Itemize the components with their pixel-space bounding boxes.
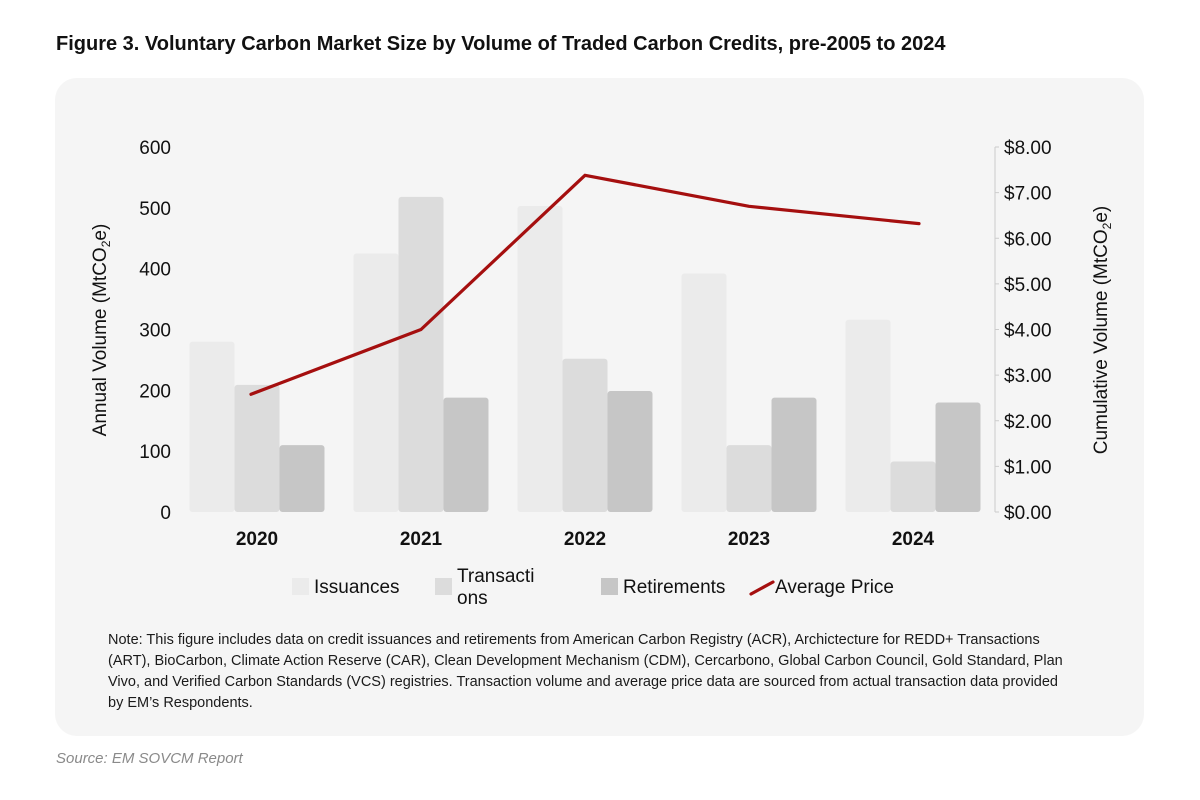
y-tick-label: 400 — [139, 260, 171, 281]
left-axis: 0 100 200 300 400 500 600 — [139, 138, 171, 524]
legend-average-price-label: Average Price — [775, 577, 894, 598]
legend-average-price-swatch — [749, 580, 775, 596]
y2-tick-label: $1.00 — [1004, 457, 1052, 478]
y2-tick-label: $4.00 — [1004, 321, 1052, 342]
transactions-bar — [890, 461, 936, 512]
transactions-bar — [234, 384, 280, 512]
x-axis-ticks: 2020 2021 2022 2023 2024 — [236, 529, 935, 550]
y-tick-label: 500 — [139, 199, 171, 220]
y2-tick-label: $3.00 — [1004, 366, 1052, 387]
x-tick-label: 2020 — [236, 529, 278, 550]
legend-transactions-label-line: ons — [457, 588, 488, 609]
chart-svg: 0 100 200 300 400 500 600 $0.00 $1.00 $2.00 $3.00… — [90, 138, 1114, 609]
retirements-bar — [607, 390, 653, 512]
source-caption: Source: EM SOVCM Report — [56, 750, 243, 767]
y2-tick-label: $7.00 — [1004, 184, 1052, 205]
retirements-bar — [279, 445, 325, 512]
y-tick-label: 100 — [139, 442, 171, 463]
issuances-bar — [517, 206, 563, 512]
chart-note: Note: This figure includes data on credi… — [108, 632, 1063, 711]
transactions-bar — [726, 445, 772, 512]
y-tick-label: 200 — [139, 381, 171, 402]
chart-panel: 0 100 200 300 400 500 600 $0.00 $1.00 $2.00 $3.00… — [55, 78, 1144, 736]
transactions-bar — [562, 358, 608, 512]
y-axis-title: Annual Volume (MtCO2e) — [90, 224, 113, 437]
y-tick-label: 600 — [139, 138, 171, 159]
y-tick-label: 0 — [160, 503, 171, 524]
y2-axis-title: Cumulative Volume (MtCO2e) — [1091, 206, 1114, 455]
bars — [189, 196, 981, 513]
legend: Issuances Transactions Retirements Average … — [292, 566, 894, 609]
x-tick-label: 2021 — [400, 529, 443, 550]
issuances-bar — [681, 273, 727, 512]
average-price-line — [249, 173, 921, 396]
retirements-bar — [771, 397, 817, 512]
y2-tick-label: $5.00 — [1004, 275, 1052, 296]
axis-titles: Annual Volume (MtCO2e) Cumulative Volume … — [90, 206, 1114, 455]
price-line-group — [249, 173, 921, 396]
issuances-bar — [845, 319, 891, 512]
right-axis: $0.00 $1.00 $2.00 $3.00 $4.00 $5.00 $6.00 $7.00… — [994, 138, 1052, 524]
legend-transactions-swatch — [435, 578, 452, 595]
x-tick-label: 2023 — [728, 529, 770, 550]
y2-tick-label: $0.00 — [1004, 503, 1052, 524]
y2-tick-label: $6.00 — [1004, 229, 1052, 250]
y-tick-label: 300 — [139, 321, 171, 342]
retirements-bar — [443, 397, 489, 512]
y2-tick-label: $2.00 — [1004, 412, 1052, 433]
legend-issuances-label: Issuances — [314, 577, 400, 598]
retirements-bar — [935, 402, 981, 512]
legend-retirements-swatch — [601, 578, 618, 595]
x-tick-label: 2022 — [564, 529, 606, 550]
issuances-bar — [189, 341, 235, 512]
legend-transactions-label-line: Transacti — [457, 566, 534, 587]
legend-issuances-swatch — [292, 578, 309, 595]
x-tick-label: 2024 — [892, 529, 935, 550]
legend-retirements-label: Retirements — [623, 577, 725, 598]
y2-tick-label: $8.00 — [1004, 138, 1052, 159]
issuances-bar — [353, 253, 399, 513]
transactions-bar — [398, 196, 444, 512]
figure-title: Figure 3. Voluntary Carbon Market Size b… — [56, 33, 946, 55]
